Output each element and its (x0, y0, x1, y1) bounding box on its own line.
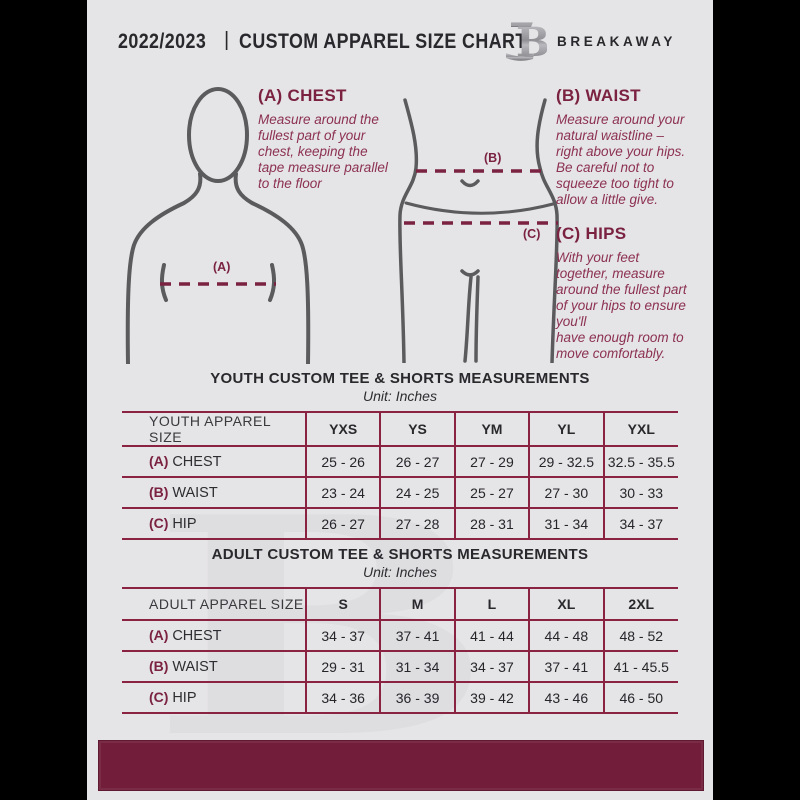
footer-bar (98, 740, 704, 791)
cell-value: 39 - 42 (453, 682, 530, 713)
cell-value: 48 - 52 (602, 620, 678, 651)
adult-col-header: XL (528, 588, 604, 620)
table-row: (C) HIP 34 - 36 36 - 39 39 - 42 43 - 46 … (122, 682, 678, 713)
chest-instructions: Measure around the fullest part of your … (258, 112, 388, 191)
adult-col-header: ADULT APPAREL SIZE (149, 596, 304, 612)
table-row: (B) WAIST 29 - 31 31 - 34 34 - 37 37 - 4… (122, 651, 678, 682)
row-prefix: (B) (149, 658, 169, 674)
youth-table-unit: Unit: Inches (363, 388, 437, 404)
youth-col-header: YS (379, 412, 455, 446)
cell-value: 34 - 37 (304, 620, 381, 651)
table-row: (C) HIP 26 - 27 27 - 28 28 - 31 31 - 34 … (122, 508, 678, 539)
row-prefix: (C) (149, 689, 169, 705)
cell-value: 27 - 29 (453, 446, 530, 477)
chest-heading: (A) CHEST (258, 86, 347, 105)
waist-marker-label: (B) (484, 151, 502, 165)
header-divider: | (224, 29, 230, 51)
breakaway-logo-icon: B (506, 19, 547, 64)
cell-value: 27 - 28 (379, 508, 455, 539)
cell-value: 37 - 41 (528, 651, 604, 682)
size-chart-page: B 2022/2023 | CUSTOM APPAREL SIZE CHART … (87, 0, 713, 800)
adult-size-table: ADULT APPAREL SIZE S M L XL 2XL (A) CHES… (122, 587, 678, 714)
adult-col-header: S (304, 588, 381, 620)
cell-value: 26 - 27 (379, 446, 455, 477)
cell-value: 23 - 24 (304, 477, 381, 508)
table-row: (A) CHEST 25 - 26 26 - 27 27 - 29 29 - 3… (122, 446, 678, 477)
youth-table-title: YOUTH CUSTOM TEE & SHORTS MEASUREMENTS (210, 370, 590, 387)
hips-heading: (C) HIPS (556, 224, 627, 243)
adult-table-title: ADULT CUSTOM TEE & SHORTS MEASUREMENTS (211, 546, 589, 563)
cell-value: 31 - 34 (528, 508, 604, 539)
row-label: (C) HIP (149, 689, 197, 706)
cell-value: 41 - 45.5 (602, 651, 678, 682)
youth-col-header: YM (453, 412, 530, 446)
cell-value: 24 - 25 (379, 477, 455, 508)
row-label: (C) HIP (149, 515, 197, 532)
cell-value: 43 - 46 (528, 682, 604, 713)
youth-col-header: YOUTH APPAREL SIZE (149, 413, 271, 445)
row-prefix: (A) (149, 453, 169, 469)
waist-instructions: Measure around your natural waistline – … (556, 112, 686, 207)
cell-value: 32.5 - 35.5 (602, 446, 678, 477)
youth-col-header: YXL (602, 412, 678, 446)
youth-table-header-row: YOUTH APPAREL SIZE YXS YS YM YL YXL (122, 412, 678, 446)
adult-col-header: 2XL (602, 588, 678, 620)
row-label: (B) WAIST (149, 658, 218, 675)
cell-value: 25 - 26 (304, 446, 381, 477)
youth-col-header: YXS (304, 412, 381, 446)
chest-marker-label: (A) (213, 260, 231, 274)
cell-value: 31 - 34 (379, 651, 455, 682)
chest-figure-illustration (125, 87, 311, 364)
header-season: 2022/2023 (118, 30, 207, 53)
row-prefix: (A) (149, 627, 169, 643)
adult-table-unit: Unit: Inches (363, 564, 437, 580)
youth-size-table: YOUTH APPAREL SIZE YXS YS YM YL YXL (A) … (122, 411, 678, 540)
cell-value: 41 - 44 (453, 620, 530, 651)
brand-name: BREAKAWAY (557, 34, 676, 49)
cell-value: 26 - 27 (304, 508, 381, 539)
table-row: (B) WAIST 23 - 24 24 - 25 25 - 27 27 - 3… (122, 477, 678, 508)
cell-value: 27 - 30 (528, 477, 604, 508)
page-title: CUSTOM APPAREL SIZE CHART (239, 30, 527, 53)
hips-instructions: With your feet together, measure around … (556, 250, 687, 361)
cell-value: 25 - 27 (453, 477, 530, 508)
row-label: (A) CHEST (149, 453, 222, 470)
hip-marker-label: (C) (523, 227, 541, 241)
cell-value: 34 - 36 (304, 682, 381, 713)
row-prefix: (C) (149, 515, 169, 531)
cell-value: 37 - 41 (379, 620, 455, 651)
cell-value: 36 - 39 (379, 682, 455, 713)
row-label: (A) CHEST (149, 627, 222, 644)
table-row: (A) CHEST 34 - 37 37 - 41 41 - 44 44 - 4… (122, 620, 678, 651)
row-prefix: (B) (149, 484, 169, 500)
row-label: (B) WAIST (149, 484, 218, 501)
cell-value: 44 - 48 (528, 620, 604, 651)
adult-col-header: M (379, 588, 455, 620)
cell-value: 29 - 32.5 (528, 446, 604, 477)
cell-value: 28 - 31 (453, 508, 530, 539)
waist-hip-figure-illustration (398, 98, 559, 363)
waist-heading: (B) WAIST (556, 86, 641, 105)
adult-table-header-row: ADULT APPAREL SIZE S M L XL 2XL (122, 588, 678, 620)
cell-value: 30 - 33 (602, 477, 678, 508)
cell-value: 46 - 50 (602, 682, 678, 713)
cell-value: 34 - 37 (602, 508, 678, 539)
adult-col-header: L (453, 588, 530, 620)
youth-col-header: YL (528, 412, 604, 446)
cell-value: 29 - 31 (304, 651, 381, 682)
cell-value: 34 - 37 (453, 651, 530, 682)
